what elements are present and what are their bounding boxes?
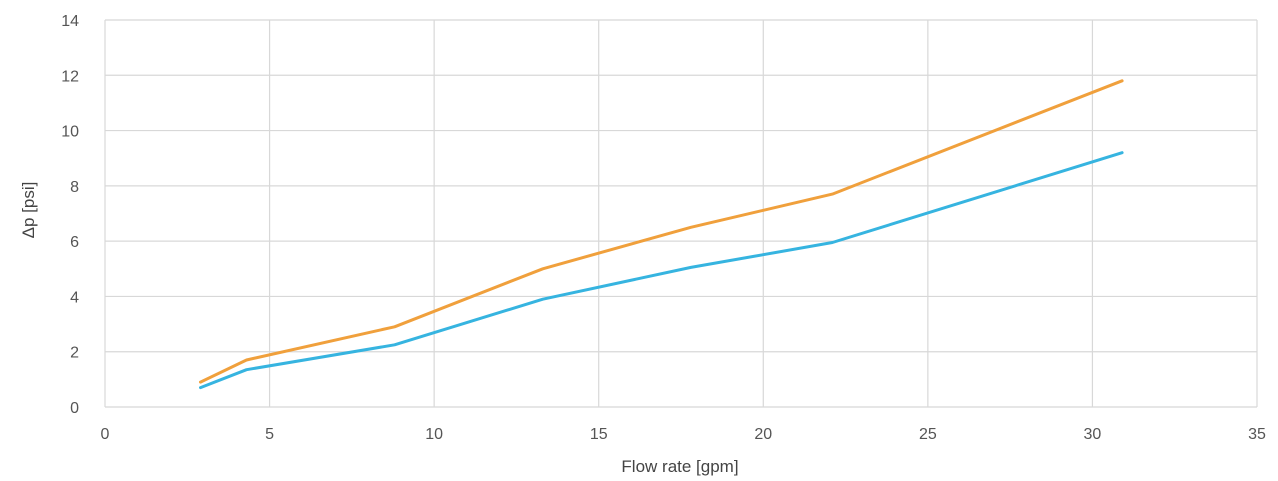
axes: 0 5 10 15 20 25 30 35 0 2 4 6 8 10 12 14 [61,13,1266,443]
y-axis-label: Δp [psi] [19,182,38,239]
x-tick-label: 10 [425,426,443,443]
x-tick-label: 15 [590,426,608,443]
y-tick-label: 8 [70,179,79,196]
series-line-2 [199,151,1124,390]
grid [104,19,1258,408]
x-tick-label: 20 [754,426,772,443]
y-tick-label: 2 [70,345,79,362]
y-tick-label: 12 [61,68,79,85]
x-tick-label: 35 [1248,426,1266,443]
x-axis-label: Flow rate [gpm] [621,457,738,476]
y-tick-label: 4 [70,289,79,306]
x-tick-label: 30 [1084,426,1102,443]
series-line-1 [199,79,1124,384]
y-tick-label: 10 [61,124,79,141]
y-tick-label: 0 [70,400,79,417]
x-tick-label: 5 [265,426,274,443]
y-tick-label: 14 [61,13,79,30]
y-tick-label: 6 [70,234,79,251]
series-lines [199,79,1124,390]
x-tick-label: 25 [919,426,937,443]
x-tick-label: 0 [101,426,110,443]
